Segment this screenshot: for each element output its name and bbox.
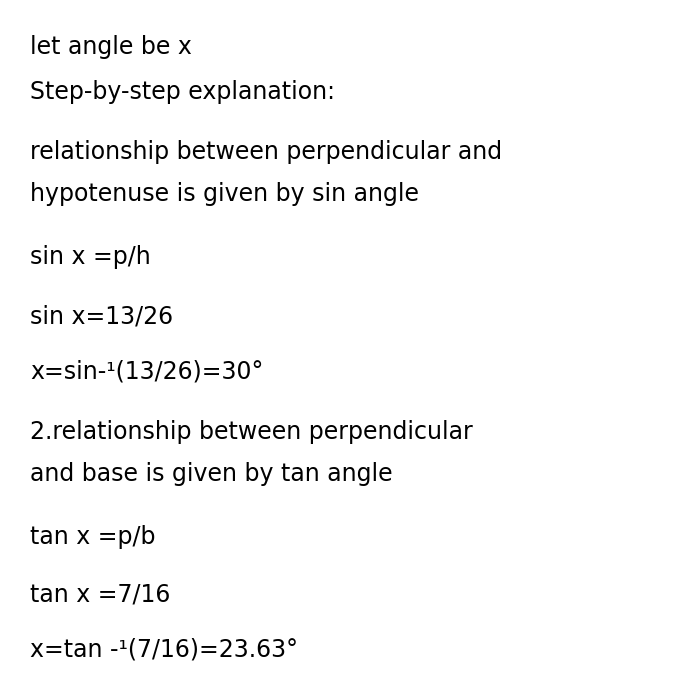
Text: tan x =7/16: tan x =7/16 [30,582,171,606]
Text: let angle be x: let angle be x [30,35,192,59]
Text: 2.relationship between perpendicular: 2.relationship between perpendicular [30,420,473,444]
Text: x=tan -¹(7/16)=23.63°: x=tan -¹(7/16)=23.63° [30,638,298,662]
Text: tan x =p/b: tan x =p/b [30,525,155,549]
Text: x=sin-¹(13/26)=30°: x=sin-¹(13/26)=30° [30,360,263,384]
Text: sin x=13/26: sin x=13/26 [30,305,173,329]
Text: hypotenuse is given by sin angle: hypotenuse is given by sin angle [30,182,419,206]
Text: Step-by-step explanation:: Step-by-step explanation: [30,80,335,104]
Text: relationship between perpendicular and: relationship between perpendicular and [30,140,502,164]
Text: sin x =p/h: sin x =p/h [30,245,151,269]
Text: and base is given by tan angle: and base is given by tan angle [30,462,392,486]
